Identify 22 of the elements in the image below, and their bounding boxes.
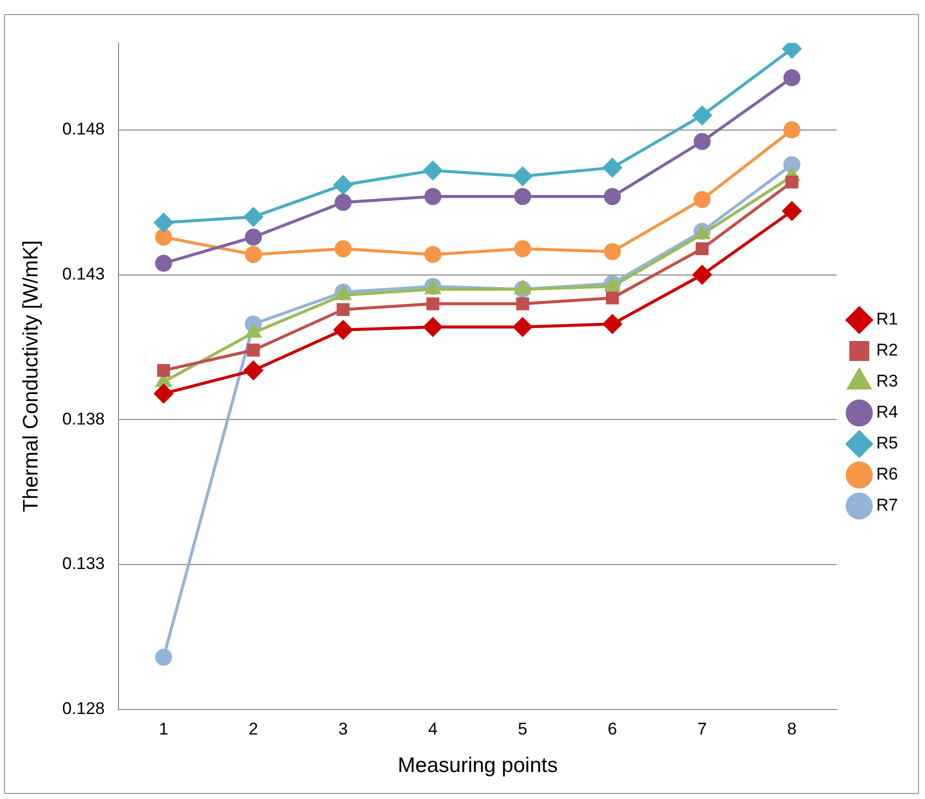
x-tick-label: 8	[787, 719, 797, 738]
y-tick-label: 0.128	[62, 699, 105, 718]
legend-label: R4	[876, 402, 898, 422]
x-tick-label: 5	[518, 719, 528, 738]
x-tick-label: 1	[158, 719, 168, 738]
y-tick-label: 0.133	[62, 554, 105, 574]
legend-label: R2	[876, 340, 898, 360]
x-tick-label: 7	[697, 719, 707, 738]
legend-label: R3	[876, 372, 898, 391]
x-tick-label: 3	[338, 719, 348, 738]
x-tick-label: 6	[608, 719, 618, 738]
x-tick-label: 2	[248, 719, 258, 738]
legend-label: R5	[876, 434, 898, 453]
x-tick-label: 4	[428, 719, 438, 738]
y-axis-title: Thermal Conductivity [W/mK]	[19, 240, 42, 512]
y-tick-label: 0.148	[62, 120, 105, 139]
y-tick-label: 0.143	[62, 264, 105, 284]
legend-label: R7	[876, 496, 898, 515]
legend-label: R6	[876, 464, 898, 484]
legend-label: R1	[876, 310, 898, 329]
y-tick-label: 0.138	[62, 409, 105, 428]
x-axis-title: Measuring points	[398, 754, 558, 778]
